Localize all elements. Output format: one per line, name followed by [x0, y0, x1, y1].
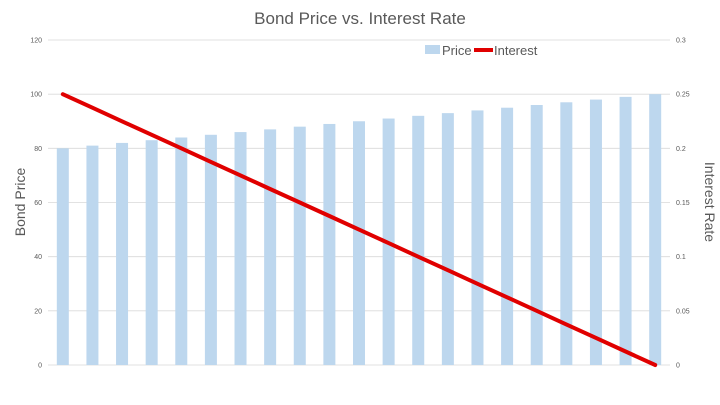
- price-bar: [589, 99, 602, 365]
- price-bar: [323, 123, 336, 365]
- price-bar: [204, 134, 217, 365]
- left-tick-label: 20: [34, 308, 42, 315]
- price-bar: [56, 148, 69, 365]
- price-bar: [234, 132, 247, 365]
- price-bar: [471, 110, 484, 366]
- right-axis-ticks: 0 0.05 0.1 0.15 0.2 0.25 0.3: [676, 38, 690, 370]
- price-bar: [353, 121, 365, 365]
- interest-line-layer: [60, 92, 658, 367]
- right-axis-title: Interest Rate: [702, 162, 718, 242]
- price-bar: [530, 105, 543, 365]
- legend-price-swatch: [425, 45, 440, 54]
- left-axis-ticks: 0 20 40 60 80 100 120: [30, 38, 42, 370]
- left-tick-label: 40: [34, 254, 42, 261]
- price-bar: [649, 94, 662, 366]
- right-tick-label: 0.05: [676, 308, 690, 315]
- price-bar: [560, 102, 573, 366]
- left-axis-title: Bond Price: [12, 168, 28, 237]
- price-bars: [56, 94, 662, 366]
- left-tick-label: 60: [34, 200, 42, 207]
- price-bar: [619, 96, 632, 365]
- right-tick-label: 0: [676, 363, 680, 370]
- legend: Price Interest: [425, 43, 538, 58]
- price-bar: [412, 115, 425, 365]
- interest-line: [60, 92, 658, 367]
- price-bar: [175, 137, 188, 365]
- legend-interest-label: Interest: [494, 43, 538, 58]
- right-tick-label: 0.25: [676, 92, 690, 99]
- price-bar: [86, 145, 99, 365]
- right-tick-label: 0.2: [676, 146, 686, 153]
- left-tick-label: 80: [34, 146, 42, 153]
- price-bar: [501, 107, 514, 365]
- right-tick-label: 0.3: [676, 38, 686, 45]
- price-bar: [116, 142, 129, 365]
- right-tick-label: 0.15: [676, 200, 690, 207]
- legend-price-label: Price: [442, 43, 472, 58]
- price-bar: [441, 113, 454, 365]
- left-tick-label: 100: [30, 92, 42, 99]
- left-tick-label: 120: [30, 38, 42, 45]
- right-tick-label: 0.1: [676, 254, 686, 261]
- left-tick-label: 0: [38, 363, 42, 370]
- chart-title: Bond Price vs. Interest Rate: [254, 9, 466, 28]
- price-bar: [145, 140, 158, 365]
- price-bar: [293, 126, 306, 366]
- price-bar: [264, 129, 277, 365]
